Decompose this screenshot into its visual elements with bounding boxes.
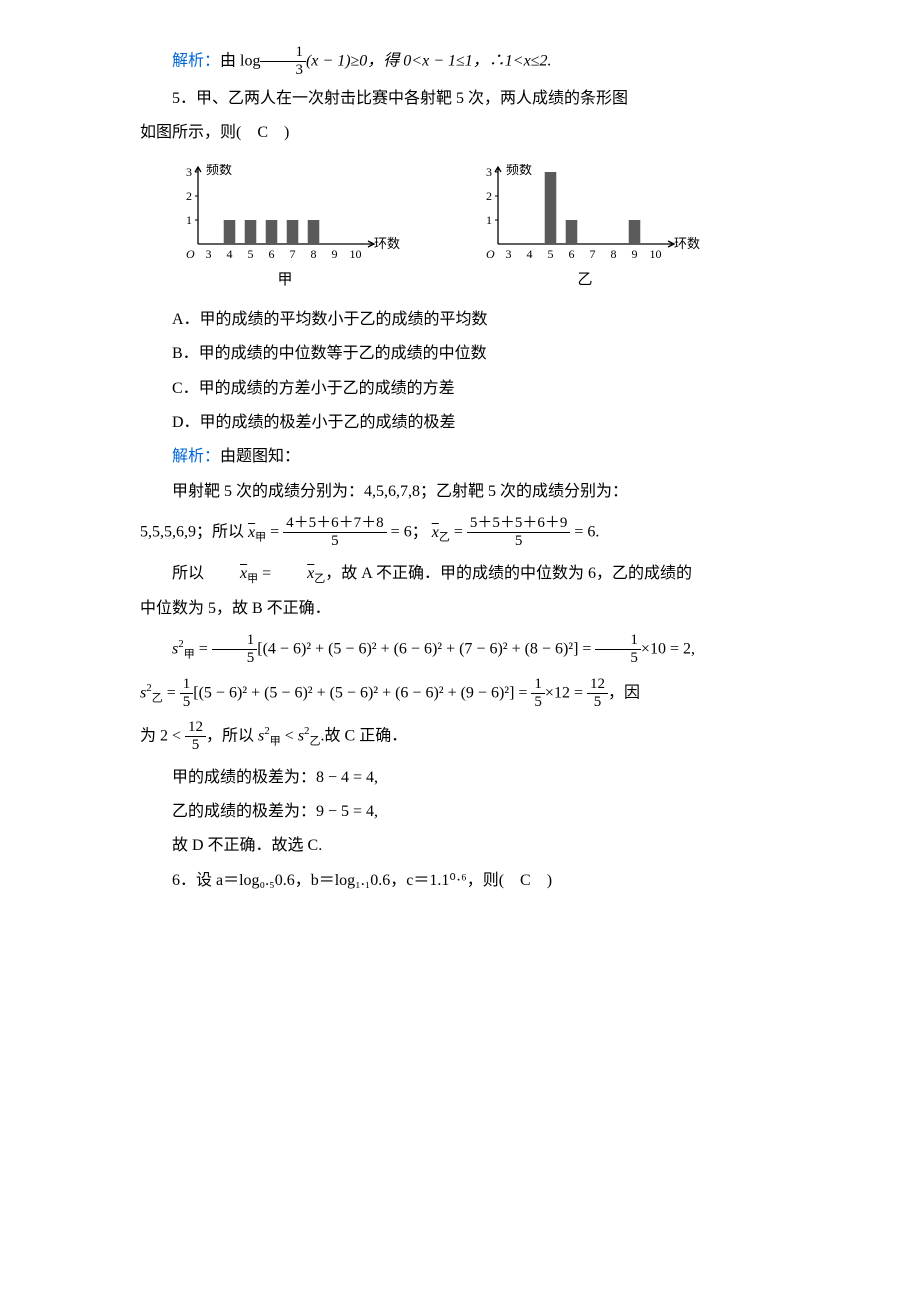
range-end: 故 D 不正确．故选 C. [140, 831, 800, 861]
chart-yi: 1 2 3 3 4 5 6 7 8 9 10 O 频数环数 乙 [470, 164, 700, 295]
chart-jia-label: 甲 [170, 266, 400, 295]
svg-text:4: 4 [227, 247, 233, 261]
svg-text:8: 8 [611, 247, 617, 261]
svg-text:9: 9 [632, 247, 638, 261]
xbar-yi: x [432, 525, 439, 541]
svg-text:环数: 环数 [674, 236, 700, 251]
variance-yi-line: s2乙 = 15[(5 − 6)² + (5 − 6)² + (5 − 6)² … [140, 676, 800, 712]
svg-text:10: 10 [650, 247, 662, 261]
svg-text:6: 6 [569, 247, 575, 261]
range-jia: 甲的成绩的极差为：8 − 4 = 4, [140, 763, 800, 793]
svg-text:1: 1 [186, 213, 192, 227]
option-d: D．甲的成绩的极差小于乙的成绩的极差 [140, 408, 800, 438]
svg-text:2: 2 [186, 189, 192, 203]
frac-1-3: 13 [260, 44, 306, 80]
chart-jia: 1 2 3 3 4 5 6 7 8 9 10 O 频数环数 甲 [170, 164, 400, 295]
svg-text:1: 1 [486, 213, 492, 227]
q6-stem: 6．设 a＝log₀.₅0.6，b＝log₁.₁0.6，c＝1.1⁰·⁶，则( … [140, 866, 800, 896]
svg-text:8: 8 [311, 247, 317, 261]
svg-text:7: 7 [590, 247, 596, 261]
bar-chart-yi-svg: 1 2 3 3 4 5 6 7 8 9 10 O 频数环数 [470, 164, 700, 264]
data-line-1: 甲射靶 5 次的成绩分别为：4,5,6,7,8；乙射靶 5 次的成绩分别为： [140, 477, 800, 507]
analysis-text-1: 由 log [220, 52, 260, 69]
chart-yi-label: 乙 [470, 266, 700, 295]
variance-compare-line: 为 2 < 125，所以 s2甲 < s2乙.故 C 正确． [140, 719, 800, 755]
option-c: C．甲的成绩的方差小于乙的成绩的方差 [140, 374, 800, 404]
svg-text:O: O [186, 247, 195, 261]
svg-text:3: 3 [506, 247, 512, 261]
svg-text:环数: 环数 [374, 236, 400, 251]
svg-text:5: 5 [548, 247, 554, 261]
compare-means-line: 所以 x甲 = x乙，故 A 不正确．甲的成绩的中位数为 6，乙的成绩的 [140, 559, 800, 590]
svg-text:3: 3 [186, 165, 192, 179]
svg-text:频数: 频数 [206, 164, 232, 177]
range-yi: 乙的成绩的极差为：9 − 5 = 4, [140, 797, 800, 827]
svg-text:5: 5 [248, 247, 254, 261]
analysis-5-body: 由题图知： [220, 448, 300, 465]
svg-text:6: 6 [269, 247, 275, 261]
q5-stem-line2: 如图所示，则( C ) [140, 118, 800, 148]
option-a: A．甲的成绩的平均数小于乙的成绩的平均数 [140, 305, 800, 335]
mean-yi-val: 6. [587, 524, 599, 541]
svg-text:10: 10 [350, 247, 362, 261]
svg-text:3: 3 [206, 247, 212, 261]
svg-text:9: 9 [332, 247, 338, 261]
q5-stem-line1: 5．甲、乙两人在一次射击比赛中各射靶 5 次，两人成绩的条形图 [140, 84, 800, 114]
svg-text:O: O [486, 247, 495, 261]
analysis-4: 解析：由 log13(x − 1)≥0，得 0<x − 1≤1，∴1<x≤2. [140, 44, 800, 80]
analysis-label-2: 解析： [172, 448, 220, 465]
sub-jia: 甲 [255, 532, 266, 544]
analysis-5: 解析：由题图知： [140, 442, 800, 472]
svg-text:7: 7 [290, 247, 296, 261]
variance-jia-line: s2甲 = 15[(4 − 6)² + (5 − 6)² + (6 − 6)² … [140, 632, 800, 668]
bar-chart-jia-svg: 1 2 3 3 4 5 6 7 8 9 10 O 频数环数 [170, 164, 400, 264]
analysis-label: 解析： [172, 52, 220, 69]
median-line: 中位数为 5，故 B 不正确． [140, 594, 800, 624]
mean-line: 5,5,5,6,9；所以 x甲 = 4＋5＋6＋7＋85 = 6； x乙 = 5… [140, 515, 800, 551]
svg-text:频数: 频数 [506, 164, 532, 177]
svg-text:4: 4 [527, 247, 533, 261]
bar-charts-row: 1 2 3 3 4 5 6 7 8 9 10 O 频数环数 甲 1 2 3 3 4 5 6 7 8 9 10 O 频数环数 乙 [170, 164, 800, 295]
sub-yi: 乙 [439, 532, 450, 544]
option-b: B．甲的成绩的中位数等于乙的成绩的中位数 [140, 339, 800, 369]
frac-mean-yi: 5＋5＋5＋6＋95 [467, 515, 571, 551]
frac-mean-jia: 4＋5＋6＋7＋85 [283, 515, 387, 551]
svg-text:2: 2 [486, 189, 492, 203]
mean-lead: 5,5,5,6,9；所以 [140, 524, 244, 541]
mean-jia-val: 6 [404, 524, 412, 541]
svg-text:3: 3 [486, 165, 492, 179]
analysis-text-2: (x − 1)≥0，得 0<x − 1≤1，∴1<x≤2. [306, 52, 552, 69]
